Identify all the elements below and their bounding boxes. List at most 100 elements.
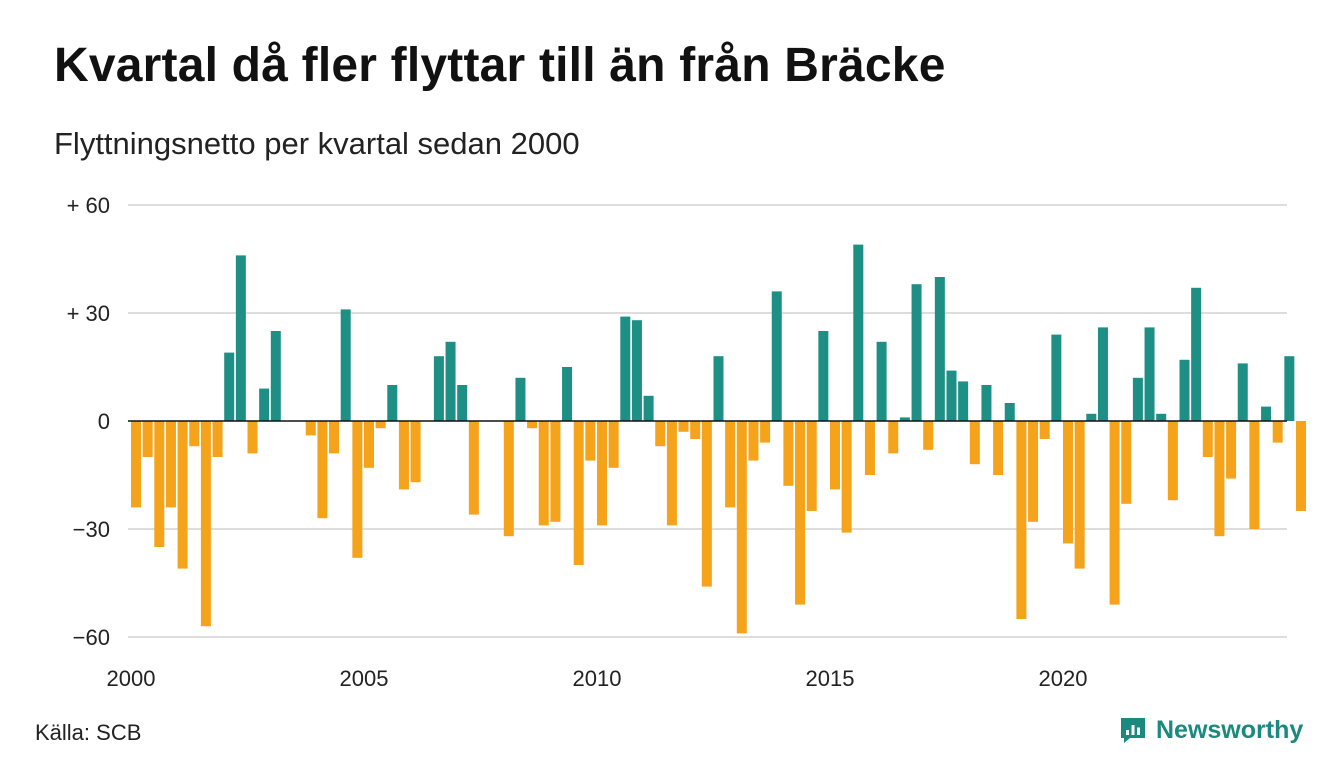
x-tick-label: 2000 <box>107 666 156 691</box>
bar-q17 <box>317 421 328 519</box>
bar-q63 <box>853 244 864 421</box>
bar-q54 <box>748 421 759 461</box>
bar-q11 <box>247 421 258 454</box>
bar-q98 <box>1261 406 1272 421</box>
bar-q91 <box>1179 359 1190 421</box>
bar-q95 <box>1226 421 1237 479</box>
bar-q4 <box>165 421 176 508</box>
bar-q66 <box>888 421 899 454</box>
bar-q94 <box>1214 421 1225 537</box>
y-tick-label: −30 <box>73 517 110 542</box>
bar-q81 <box>1063 421 1073 544</box>
bar-q43 <box>620 316 631 421</box>
bar-q21 <box>364 421 374 468</box>
bar-q79 <box>1039 421 1050 439</box>
bar-q73 <box>969 421 980 465</box>
bar-q44 <box>631 320 642 421</box>
x-tick-label: 2015 <box>806 666 855 691</box>
bar-q100 <box>1284 356 1295 421</box>
bar-q29 <box>457 385 468 421</box>
bar-q20 <box>352 421 363 558</box>
bar-q74 <box>981 385 992 421</box>
bar-q78 <box>1028 421 1039 522</box>
bar-q41 <box>597 421 607 526</box>
bar-q1 <box>131 421 141 508</box>
bar-q39 <box>573 421 584 565</box>
bar-q72 <box>958 381 969 421</box>
bar-q51 <box>713 356 724 421</box>
bar-q35 <box>527 421 538 429</box>
bar-q48 <box>678 421 689 432</box>
bar-q80 <box>1051 334 1062 421</box>
bar-q2 <box>142 421 153 457</box>
x-tick-label: 2020 <box>1039 666 1088 691</box>
bar-q42 <box>608 421 619 468</box>
bar-q19 <box>340 309 351 421</box>
bar-q67 <box>899 417 910 421</box>
bar-q65 <box>876 341 887 421</box>
bar-q88 <box>1144 327 1155 421</box>
bar-q90 <box>1167 421 1178 501</box>
bar-q52 <box>725 421 736 508</box>
y-tick-label: + 60 <box>67 193 110 218</box>
bar-q30 <box>468 421 479 515</box>
bar-q83 <box>1086 413 1097 421</box>
source-label: Källa: SCB <box>35 720 142 745</box>
bar-q61 <box>830 421 840 490</box>
bar-q96 <box>1237 363 1248 421</box>
bar-q40 <box>585 421 596 461</box>
bar-q75 <box>993 421 1004 475</box>
chart-subtitle: Flyttningsnetto per kvartal sedan 2000 <box>54 126 580 161</box>
bar-q58 <box>795 421 806 605</box>
bar-q101 <box>1296 421 1306 511</box>
chart-title: Kvartal då fler flyttar till än från Brä… <box>54 39 946 92</box>
bar-q8 <box>212 421 223 457</box>
bar-q6 <box>189 421 200 447</box>
y-tick-label: + 30 <box>67 301 110 326</box>
bar-q12 <box>259 388 270 421</box>
bar-q71 <box>946 370 957 421</box>
y-tick-label: 0 <box>98 409 110 434</box>
bar-q89 <box>1156 413 1167 421</box>
bar-q50 <box>701 421 712 587</box>
bar-q36 <box>538 421 549 526</box>
bar-q45 <box>643 395 654 421</box>
bar-q47 <box>666 421 677 526</box>
bar-q25 <box>410 421 421 483</box>
bar-q13 <box>270 331 281 421</box>
bar-q86 <box>1121 421 1132 504</box>
axis-labels: + 60 + 30 0 −30 −60 2000 2005 2010 2015 2020 <box>67 193 1088 691</box>
bar-q62 <box>841 421 852 533</box>
bar-q55 <box>760 421 771 443</box>
x-tick-label: 2005 <box>340 666 389 691</box>
bar-q38 <box>562 367 573 421</box>
bar-q23 <box>387 385 398 421</box>
bar-q46 <box>655 421 666 447</box>
bar-q49 <box>690 421 701 439</box>
newsworthy-logo: Newsworthy <box>1118 715 1303 745</box>
bar-q28 <box>445 341 456 421</box>
bar-q27 <box>433 356 444 421</box>
bar-q82 <box>1074 421 1085 569</box>
bar-q77 <box>1016 421 1027 619</box>
bar-q93 <box>1202 421 1213 457</box>
bar-q70 <box>934 277 945 421</box>
bar-q97 <box>1249 421 1260 529</box>
logo-text: Newsworthy <box>1156 715 1304 744</box>
bar-q33 <box>503 421 514 537</box>
bar-q16 <box>305 421 316 436</box>
bar-q92 <box>1191 287 1202 421</box>
bar-q24 <box>398 421 409 490</box>
bar-q60 <box>818 331 829 421</box>
bar-q76 <box>1004 403 1015 421</box>
bars <box>128 244 1306 634</box>
bar-q22 <box>375 421 386 429</box>
y-tick-label: −60 <box>73 625 110 650</box>
bar-q37 <box>550 421 561 522</box>
x-tick-label: 2010 <box>573 666 622 691</box>
bar-q64 <box>864 421 875 475</box>
bar-q84 <box>1097 327 1108 421</box>
bar-q57 <box>783 421 794 486</box>
bar-q9 <box>224 352 235 421</box>
